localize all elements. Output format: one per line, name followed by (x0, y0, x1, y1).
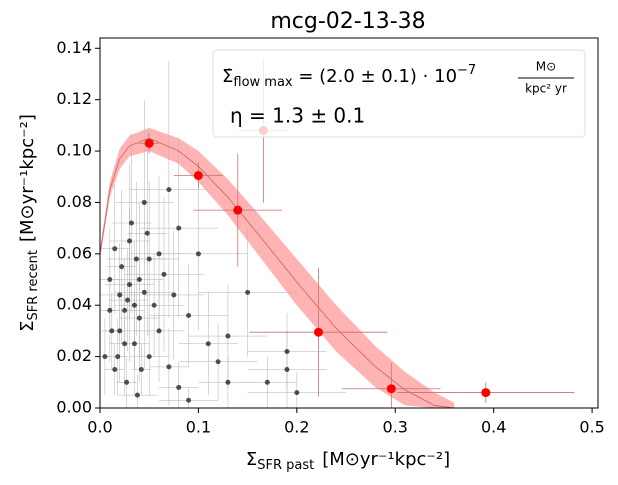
x-tick-label: 0.1 (186, 418, 211, 437)
point (284, 348, 290, 354)
point (112, 366, 118, 372)
point (128, 220, 134, 226)
point (141, 289, 147, 295)
point (136, 277, 142, 283)
point (144, 138, 154, 148)
point (136, 315, 142, 321)
anno-sub: flow max (233, 75, 293, 90)
x-label-unit: [M⊙yr⁻¹kpc⁻²] (322, 449, 450, 470)
point (115, 354, 121, 360)
y-tick-label: 0.10 (56, 141, 92, 160)
point (107, 307, 113, 313)
point (102, 354, 108, 360)
anno-symbol: Σ̇ (222, 66, 233, 87)
point (294, 390, 300, 396)
point (176, 384, 182, 390)
point (186, 313, 192, 318)
x-tick-label: 0.3 (383, 418, 408, 437)
point (119, 264, 125, 270)
point (215, 359, 221, 365)
annotation-box (212, 49, 586, 138)
point (161, 271, 167, 277)
y-tick-label: 0.02 (56, 346, 92, 365)
point (205, 341, 211, 347)
point (193, 170, 203, 180)
point (156, 251, 162, 257)
point (156, 328, 162, 334)
annotation-line2: η = 1.3 ± 0.1 (230, 104, 365, 128)
annotation: Σ̇flow max = (2.0 ± 0.1) · 10−7 M⊙ kpc² … (212, 49, 586, 138)
point (146, 354, 152, 360)
x-label-symbol: Σ (246, 449, 257, 470)
point (233, 205, 243, 215)
point (112, 246, 118, 252)
x-tick-label: 0.4 (481, 418, 506, 437)
anno-den: kpc² yr (525, 82, 567, 96)
point (225, 379, 231, 385)
y-tick-label: 0.06 (56, 243, 92, 262)
model-band (100, 127, 455, 408)
point (386, 384, 396, 394)
y-tick-label: 0.04 (56, 295, 92, 314)
point (133, 256, 139, 262)
anno-mid: = (2.0 ± 0.1) · 10 (293, 66, 457, 87)
point (151, 302, 157, 308)
point (166, 187, 172, 193)
point (176, 225, 182, 231)
point (131, 341, 137, 347)
model-line (100, 137, 455, 408)
point (127, 238, 133, 244)
point (127, 282, 133, 288)
chart-title: mcg-02-13-38 (270, 9, 425, 34)
point (144, 230, 150, 236)
point (146, 256, 152, 262)
point (138, 366, 144, 372)
point (245, 289, 251, 295)
point (122, 307, 128, 313)
point (225, 333, 231, 339)
point (124, 379, 130, 385)
point (107, 277, 113, 283)
x-tick-label: 0.5 (579, 418, 604, 437)
point (141, 199, 147, 205)
y-label-unit: [M⊙yr⁻¹kpc⁻²] (17, 114, 38, 242)
y-tick-label: 0.08 (56, 192, 92, 211)
point (109, 328, 115, 334)
x-axis-label: ΣSFR past [M⊙yr⁻¹kpc⁻²] (246, 449, 450, 473)
y-axis-label: ΣSFR recent [M⊙yr⁻¹kpc⁻²] (17, 114, 41, 332)
anno-num: M⊙ (536, 60, 556, 74)
point (131, 302, 137, 308)
point (313, 327, 323, 337)
plot-frame (99, 37, 599, 409)
y-label-sub: SFR recent (26, 250, 41, 320)
point (195, 251, 201, 257)
point (134, 392, 140, 398)
anno-sup: −7 (457, 63, 476, 78)
point (284, 366, 290, 372)
annotation-line1: Σ̇flow max = (2.0 ± 0.1) · 10−7 (222, 63, 476, 90)
point (117, 328, 123, 334)
point (166, 364, 172, 370)
point (125, 297, 131, 303)
x-label-sub: SFR past (257, 458, 314, 473)
x-tick-label: 0.0 (87, 418, 112, 437)
point (186, 397, 192, 403)
y-label-symbol: Σ (17, 320, 38, 331)
point (122, 341, 128, 347)
y-tick-label: 0.00 (56, 398, 92, 417)
point (171, 292, 177, 298)
x-tick-label: 0.2 (284, 418, 309, 437)
point (264, 379, 270, 385)
point (117, 292, 123, 298)
point (481, 388, 491, 398)
y-tick-label: 0.14 (56, 38, 92, 57)
y-tick-label: 0.12 (56, 89, 92, 108)
